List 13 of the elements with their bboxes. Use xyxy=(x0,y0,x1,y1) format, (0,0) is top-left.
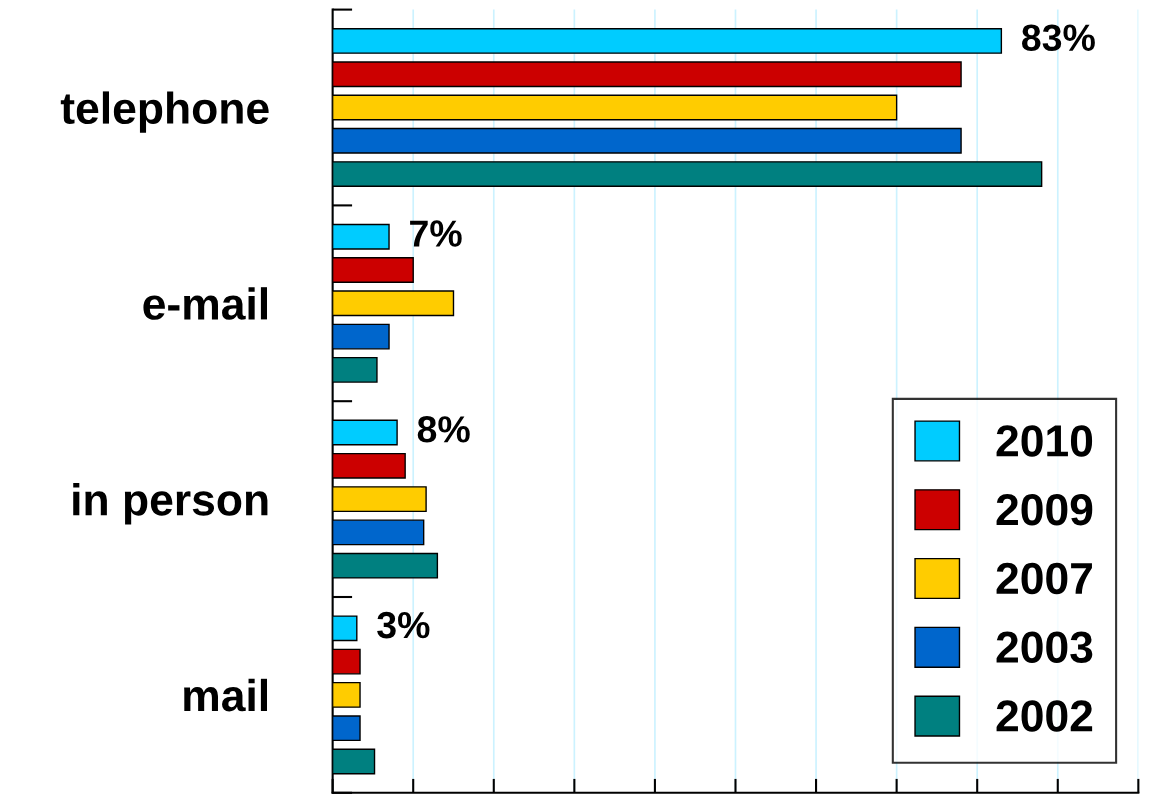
y-tick-label: e-mail xyxy=(143,287,267,320)
data-label: 8% xyxy=(417,416,470,443)
y-tick-label: mail xyxy=(184,678,267,712)
legend-label: 2003 xyxy=(996,631,1093,664)
legend-label: 2010 xyxy=(996,425,1093,457)
data-label: 83% xyxy=(1022,24,1095,52)
legend-label: 2007 xyxy=(996,562,1092,595)
data-label: 3% xyxy=(377,611,430,639)
y-tick-label: in person xyxy=(73,483,268,525)
data-label: 7% xyxy=(410,220,462,247)
legend-label: 2009 xyxy=(996,493,1093,526)
legend-label: 2002 xyxy=(996,700,1093,732)
y-tick-label: telephone xyxy=(60,91,269,133)
